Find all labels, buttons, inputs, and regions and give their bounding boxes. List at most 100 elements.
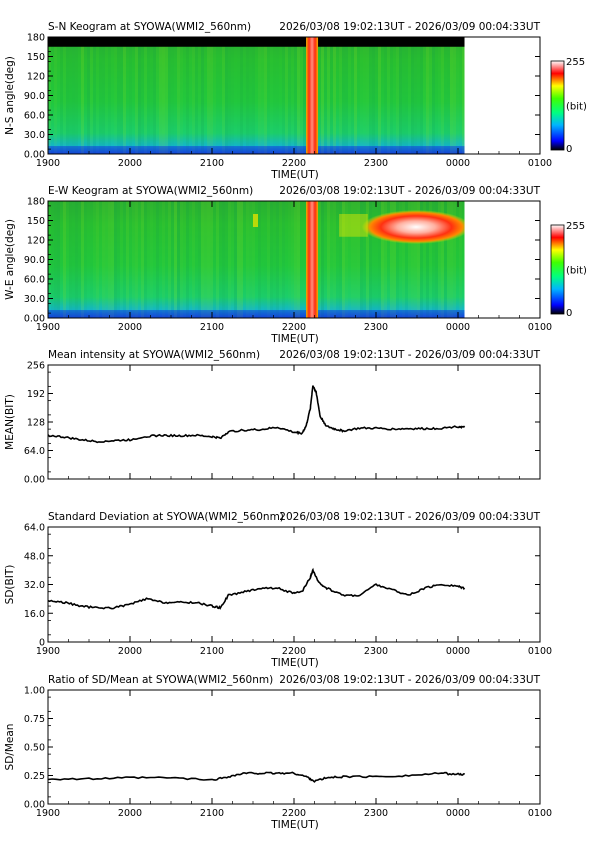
x-tick-label: 0000 [446, 646, 470, 657]
keogram-streak [246, 37, 249, 154]
keogram-streak [132, 201, 135, 318]
keogram-streak [177, 201, 180, 318]
x-tick-label: 1900 [36, 322, 60, 333]
keogram-streak [318, 201, 321, 318]
y-tick-label: 32.0 [24, 580, 45, 591]
x-tick-label: 2000 [118, 646, 142, 657]
keogram-streak [291, 37, 294, 154]
keogram-streak [252, 37, 255, 154]
keogram-streak [363, 37, 366, 154]
x-axis-label: TIME(UT) [270, 819, 319, 831]
x-tick-label: 2100 [200, 808, 224, 819]
keogram-streak [237, 37, 240, 154]
keogram-streak [381, 201, 384, 318]
keogram-streak [99, 37, 102, 154]
colorbar: 255 (bit) 0 [550, 221, 587, 319]
keogram-streak [159, 201, 162, 318]
keogram-streak [288, 201, 291, 318]
keogram-streak [432, 201, 435, 318]
y-tick-label: 192 [27, 389, 45, 400]
keogram-streak [435, 201, 438, 318]
y-tick-label: 180 [27, 33, 45, 44]
keogram-streak [165, 201, 168, 318]
plot-frame [47, 526, 541, 643]
keogram-streak [459, 37, 462, 154]
x-tick-label: 0000 [446, 322, 470, 333]
keogram-streak [159, 37, 162, 154]
keogram-streak [441, 37, 444, 154]
chart-title: Standard Deviation at SYOWA(WMI2_560nm) [48, 511, 284, 523]
keogram-streak [198, 37, 201, 154]
keogram-streak [435, 37, 438, 154]
keogram-streak [393, 37, 396, 154]
keogram-image [48, 201, 540, 318]
x-tick-label: 2100 [200, 158, 224, 169]
y-tick-label: 16.0 [24, 609, 45, 620]
keogram-streak [276, 201, 279, 318]
keogram-streak [273, 201, 276, 318]
y-tick-label: 120 [27, 236, 45, 247]
y-tick-label: 90.0 [24, 91, 45, 102]
keogram-streak [72, 201, 75, 318]
x-tick-label: 2000 [118, 808, 142, 819]
keogram-streak [261, 37, 264, 154]
x-tick-label: 2300 [364, 322, 388, 333]
keogram-streak [459, 201, 462, 318]
keogram-streak [93, 201, 96, 318]
chart-time-range: 2026/03/08 19:02:13UT - 2026/03/09 00:04… [279, 185, 540, 197]
keogram-streak [99, 201, 102, 318]
keogram-streak [228, 201, 231, 318]
keogram-streak [69, 201, 72, 318]
keogram-streak [453, 201, 456, 318]
keogram-streak [153, 37, 156, 154]
keogram-no-data [464, 37, 540, 154]
keogram-streak [366, 201, 369, 318]
keogram-small-feature [253, 214, 258, 227]
x-tick-label: 2100 [200, 646, 224, 657]
keogram-streak [129, 201, 132, 318]
keogram-streak [336, 37, 339, 154]
keogram-streak [219, 37, 222, 154]
chart-time-range: 2026/03/08 19:02:13UT - 2026/03/09 00:04… [279, 511, 540, 523]
keogram-streak [267, 201, 270, 318]
keogram-streak [357, 201, 360, 318]
colorbar-unit-label: (bit) [566, 266, 587, 277]
keogram-streak [261, 201, 264, 318]
y-tick-label: 0.00 [24, 800, 45, 811]
y-tick-label: 150 [27, 52, 45, 63]
keogram-streak [126, 201, 129, 318]
keogram-streak [222, 37, 225, 154]
keogram-streak [396, 201, 399, 318]
y-tick-label: 30.0 [24, 130, 45, 141]
keogram-streak [243, 37, 246, 154]
keogram-streak [444, 201, 447, 318]
keogram-streak [432, 37, 435, 154]
y-tick-label: 180 [27, 197, 45, 208]
keogram-streak [375, 201, 378, 318]
keogram-streak [93, 37, 96, 154]
x-tick-label: 0000 [446, 808, 470, 819]
keogram-streak [228, 37, 231, 154]
keogram-streak [294, 37, 297, 154]
y-tick-label: 0.00 [24, 314, 45, 325]
colorbar: 255 (bit) 0 [550, 57, 587, 155]
keogram-streak [444, 37, 447, 154]
x-tick-label: 1900 [36, 158, 60, 169]
y-tick-label: 60.0 [24, 275, 45, 286]
keogram-streak [63, 201, 66, 318]
keogram-streak [264, 37, 267, 154]
keogram-streak [237, 201, 240, 318]
keogram-streak [72, 37, 75, 154]
keogram-streak [456, 37, 459, 154]
keogram-streak [288, 37, 291, 154]
keogram-streak [105, 201, 108, 318]
keogram-streak [246, 201, 249, 318]
y-tick-label: 1.00 [24, 686, 45, 697]
keogram-streak [300, 201, 303, 318]
x-axis-label: TIME(UT) [270, 333, 319, 345]
y-tick-label: 90.0 [24, 255, 45, 266]
keogram-streak [156, 201, 159, 318]
keogram-image [48, 37, 540, 154]
x-tick-label: 2300 [364, 808, 388, 819]
keogram-streak [189, 37, 192, 154]
